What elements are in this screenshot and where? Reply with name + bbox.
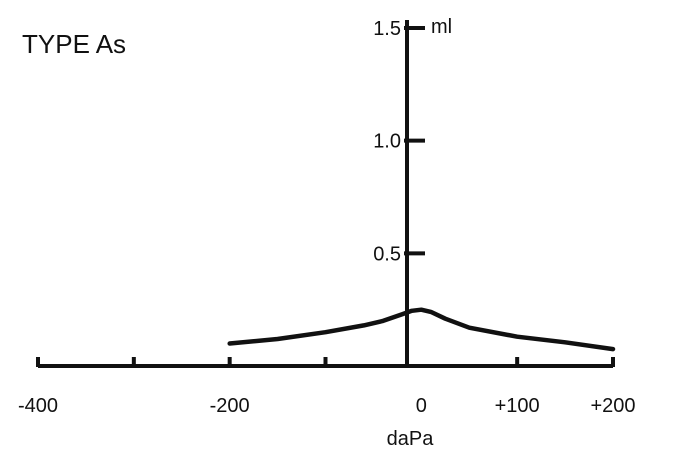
x-tick-label: +200 (590, 395, 635, 417)
x-axis-title: daPa (387, 428, 435, 450)
y-tick-label: 0.5 (373, 243, 401, 265)
x-tick-label: -200 (210, 395, 250, 417)
x-axis-ticks: -400 -200 0 +100 +200 (18, 357, 636, 417)
x-tick-label: -400 (18, 395, 58, 417)
x-tick-label: +100 (495, 395, 540, 417)
y-tick-label: 1.5 (373, 18, 401, 40)
x-tick-label: 0 (416, 395, 427, 417)
chart-title: TYPE As (22, 29, 126, 59)
compliance-curve (227, 307, 616, 352)
y-tick-label: 1.0 (373, 131, 401, 153)
series-group (227, 307, 616, 352)
y-axis-ticks: 0.5 1.0 1.5 (373, 18, 425, 265)
y-axis-unit-label: ml (431, 16, 452, 38)
